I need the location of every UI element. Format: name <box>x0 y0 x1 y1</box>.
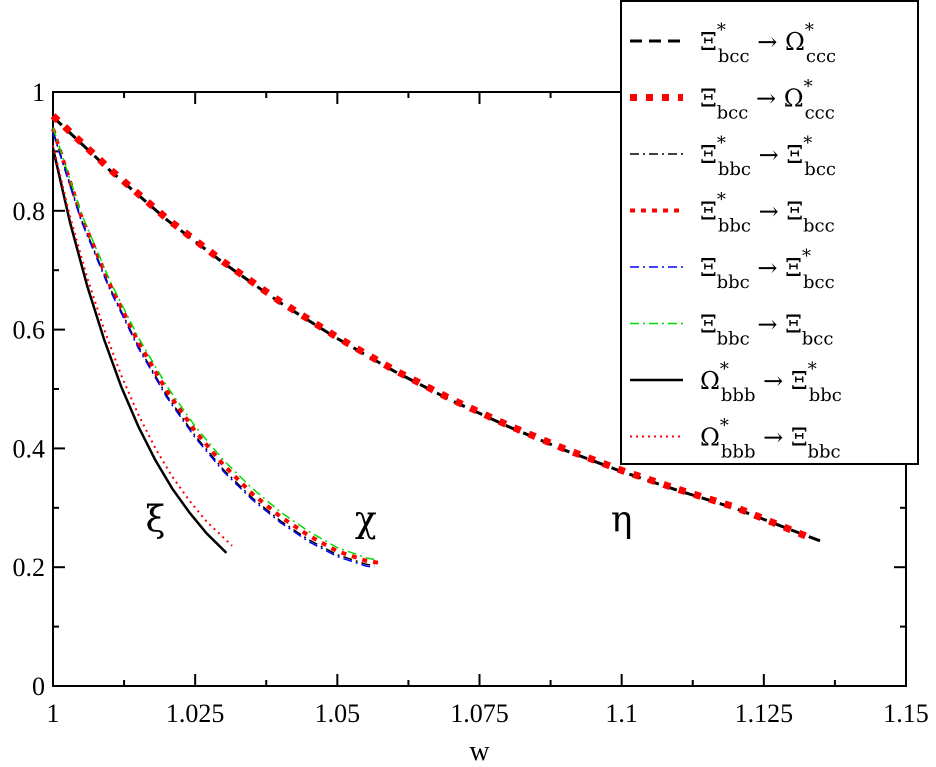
x-tick-label: 1.025 <box>166 699 225 728</box>
x-tick-label: 1 <box>47 699 60 728</box>
y-tick-label: 0 <box>32 672 45 701</box>
y-tick-label: 0.4 <box>13 434 46 463</box>
legend-label-5: Ξ bbc → Ξ bcc <box>700 303 833 350</box>
x-tick-label: 1.125 <box>735 699 794 728</box>
legend-label-3: Ξ* bbc → Ξ bcc <box>700 190 835 237</box>
x-tick-label: 1.075 <box>450 699 509 728</box>
x-axis-label: w <box>469 736 490 767</box>
y-tick-label: 0.8 <box>13 197 46 226</box>
curve-label-2: η <box>611 500 633 541</box>
legend-label-7: Ω* bbb → Ξ bbc <box>700 416 841 463</box>
curve-label-1: χ <box>355 500 377 541</box>
curves <box>50 113 823 568</box>
series-line-1 <box>50 113 808 540</box>
series-line-2 <box>52 130 375 567</box>
y-tick-label: 0.6 <box>13 316 46 345</box>
series-line-7 <box>52 145 233 547</box>
series-line-3 <box>51 128 381 565</box>
curve-label-0: ξ <box>145 500 165 541</box>
legend: Ξ* bcc → Ω* ccc Ξ bcc → Ω* ccc Ξ* bbc → Ξ* bcc Ξ… <box>620 0 919 465</box>
y-tick-label: 1 <box>32 78 45 107</box>
legend-label-0: Ξ* bcc → Ω* ccc <box>700 20 836 67</box>
legend-label-1: Ξ bcc → Ω* ccc <box>700 77 835 124</box>
legend-label-2: Ξ* bbc → Ξ* bcc <box>700 133 836 180</box>
legend-box <box>620 0 919 465</box>
legend-label-4: Ξ bbc → Ξ* bcc <box>700 246 835 293</box>
series-line-6 <box>51 148 228 554</box>
x-tick-label: 1.1 <box>605 699 638 728</box>
x-tick-label: 1.05 <box>315 699 361 728</box>
series-line-5 <box>52 127 375 561</box>
x-tick-label: 1.15 <box>883 699 929 728</box>
legend-label-6: Ω* bbb → Ξ* bbc <box>700 359 842 406</box>
axes: 1 1.025 1.05 1.075 1.1 1.125 1.15 0 0.2 0.4 0.6 0.8… <box>13 78 929 767</box>
series-line-4 <box>52 132 375 568</box>
y-tick-label: 0.2 <box>13 553 46 582</box>
